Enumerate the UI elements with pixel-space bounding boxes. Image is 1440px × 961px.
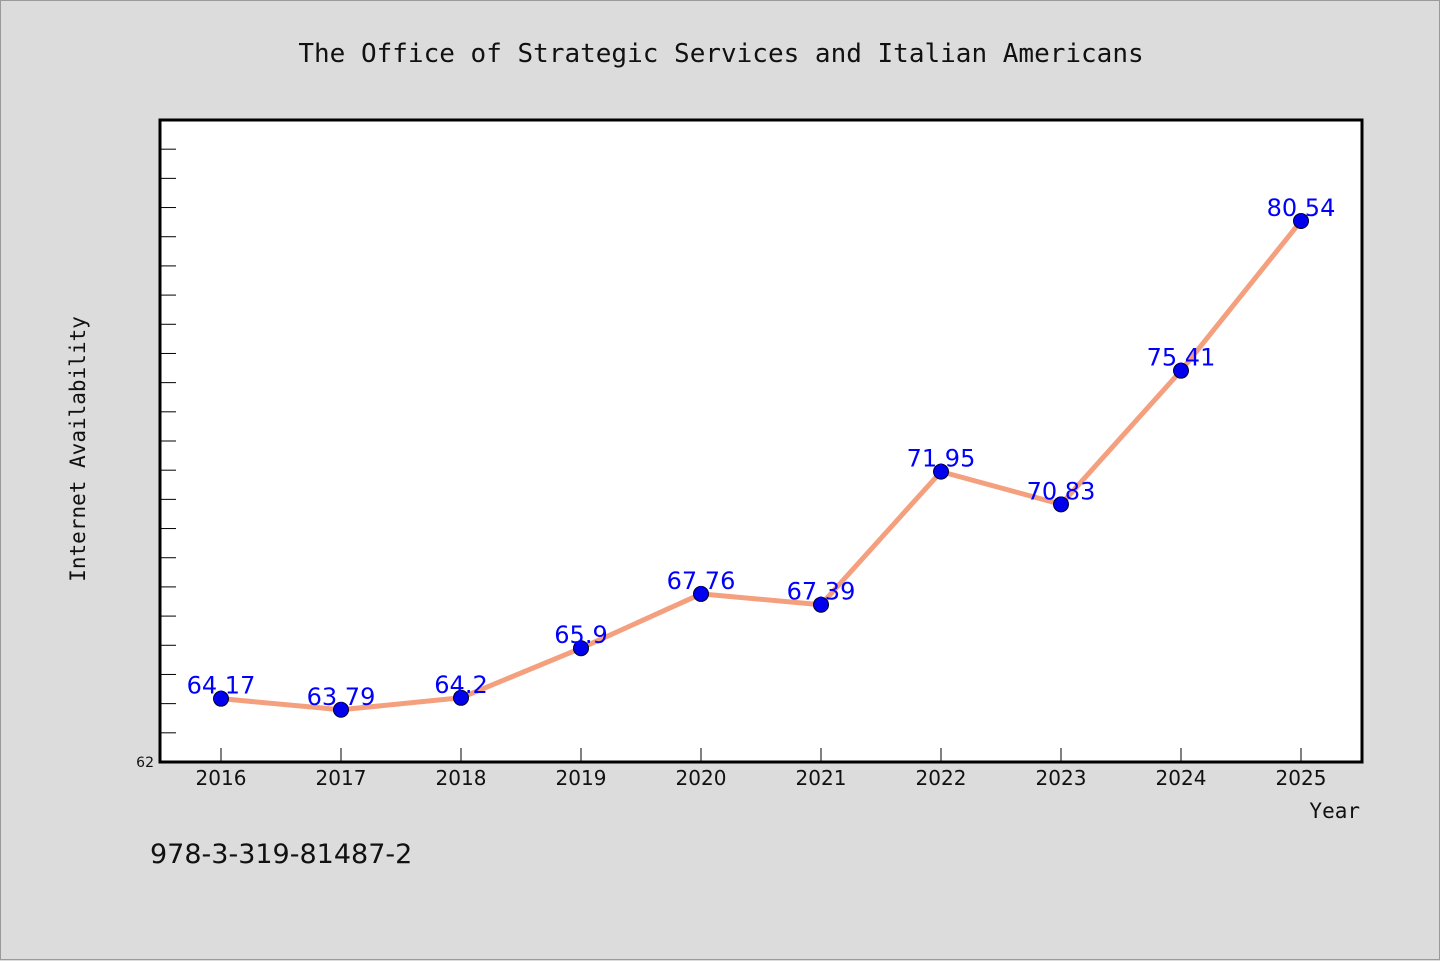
data-point — [933, 463, 949, 480]
data-label: 63.79 — [307, 683, 376, 711]
data-point — [1053, 496, 1069, 513]
plot-area — [158, 118, 1364, 764]
y-axis-ticks — [160, 148, 176, 734]
data-label: 67.39 — [787, 578, 856, 606]
x-tick-label: 2022 — [916, 766, 967, 790]
x-tick-label: 2019 — [556, 766, 607, 790]
data-label: 75.41 — [1147, 344, 1216, 372]
x-tick-label: 2017 — [316, 766, 367, 790]
data-label: 80.54 — [1267, 194, 1336, 222]
x-tick-label: 2025 — [1276, 766, 1327, 790]
data-label: 64.2 — [434, 671, 487, 699]
x-tick-label: 2016 — [196, 766, 247, 790]
data-label: 71.95 — [907, 445, 976, 473]
x-tick-label: 2024 — [1156, 766, 1207, 790]
data-point — [1173, 362, 1189, 379]
data-label: 64.17 — [187, 672, 256, 700]
data-point — [1293, 212, 1309, 229]
footer-code: 978-3-319-81487-2 — [150, 839, 412, 870]
data-point — [693, 585, 709, 602]
x-tick-label: 2021 — [796, 766, 847, 790]
y-axis-min-label: 62 — [136, 755, 154, 771]
data-point — [213, 690, 229, 707]
chart-title: The Office of Strategic Services and Ita… — [298, 39, 1143, 69]
data-point — [813, 596, 829, 613]
x-tick-label: 2018 — [436, 766, 487, 790]
data-point — [333, 701, 349, 718]
series-line — [218, 218, 1304, 713]
x-axis-ticks: 2016 2017 2018 2019 2020 2021 2022 2023 2024 2025 — [196, 748, 1327, 790]
x-tick-label: 2020 — [676, 766, 727, 790]
data-point — [453, 689, 469, 706]
data-point — [573, 640, 589, 657]
data-labels: 64.17 63.79 64.2 65.9 67.76 67.39 71.95 70.83 75… — [187, 194, 1336, 711]
x-tick-label: 2023 — [1036, 766, 1087, 790]
series-points — [213, 212, 1309, 718]
data-label: 70.83 — [1027, 477, 1096, 505]
x-axis-title: Year — [1309, 799, 1360, 823]
y-axis-title: Internet Availability — [66, 316, 90, 582]
data-label: 67.76 — [667, 567, 736, 595]
data-label: 65.9 — [554, 621, 607, 649]
